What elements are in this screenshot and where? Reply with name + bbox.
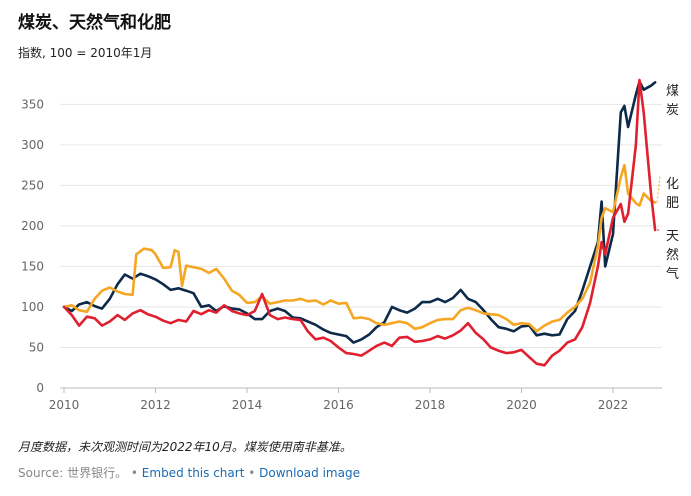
x-tick-label: 2018: [415, 398, 446, 412]
series-label-天然气: 天: [666, 229, 679, 244]
x-tick-label: 2016: [323, 398, 354, 412]
embed-chart-link[interactable]: Embed this chart: [141, 466, 245, 480]
line-chart: 0 50 100 150 200 250 300 350 2010 2012 2014 2016 201…: [21, 78, 679, 412]
source-line: Source: 世界银行。 • Embed this chart • Downl…: [18, 464, 360, 481]
series-line-煤炭: [62, 80, 657, 344]
chart-subtitle: 指数, 100 = 2010年1月: [18, 46, 153, 60]
x-tick-label: 2020: [506, 398, 537, 412]
chart-note: 月度数据，未次观测时间为2022年10月。煤炭使用南非基准。: [18, 440, 352, 454]
y-tick-label: 200: [21, 219, 44, 233]
y-tick-label: 250: [21, 178, 44, 192]
separator: •: [127, 466, 142, 480]
x-tick-label: 2022: [598, 398, 629, 412]
chart-title: 煤炭、天然气和化肥: [18, 13, 171, 33]
series-label-化肥: 化: [666, 177, 679, 192]
series-label-化肥: 肥: [666, 196, 679, 211]
download-image-link[interactable]: Download image: [259, 466, 360, 480]
x-tick-label: 2014: [232, 398, 263, 412]
x-tick-label: 2012: [140, 398, 171, 412]
y-tick-label: 100: [21, 300, 44, 314]
series-line-天然气: [62, 78, 657, 367]
label-leader: [656, 175, 661, 203]
source-text: Source: 世界银行。: [18, 466, 128, 480]
x-tick-label: 2010: [49, 398, 80, 412]
y-tick-label: 150: [21, 259, 44, 273]
series-label-天然气: 气: [666, 266, 679, 282]
separator: •: [244, 466, 260, 480]
y-tick-label: 0: [36, 381, 44, 395]
y-tick-label: 50: [29, 340, 44, 354]
y-tick-label: 300: [21, 138, 44, 152]
series-label-煤炭: 炭: [666, 103, 679, 118]
y-tick-label: 350: [21, 97, 44, 111]
series-line-化肥: [62, 163, 657, 333]
series-label-煤炭: 煤: [666, 84, 679, 99]
series-label-天然气: 然: [666, 247, 679, 263]
